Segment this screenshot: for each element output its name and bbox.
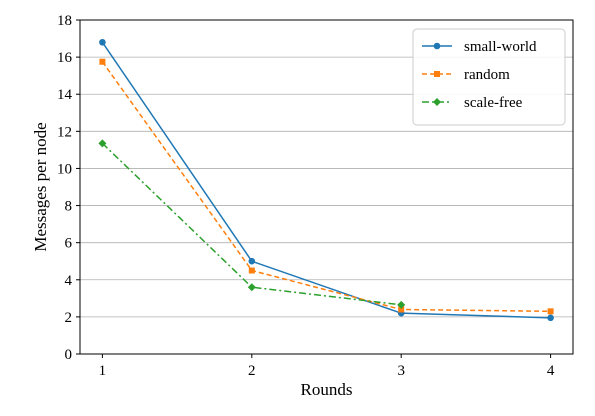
- series-small-world: [99, 38, 554, 322]
- data-point: [547, 308, 554, 315]
- y-tick-label: 2: [65, 310, 73, 326]
- legend-label: random: [464, 67, 510, 83]
- series-line-random: [101, 61, 551, 313]
- y-tick-label: 16: [57, 50, 73, 66]
- series-scale-free: [98, 139, 406, 309]
- legend-label: small-world: [464, 39, 537, 55]
- legend-swatch-marker: [433, 98, 441, 106]
- x-axis-title: Rounds: [301, 380, 353, 399]
- data-point: [98, 139, 107, 148]
- x-tick-label: 1: [99, 363, 107, 379]
- y-tick-label: 8: [65, 199, 73, 215]
- x-tick-label: 3: [397, 363, 405, 379]
- data-point: [397, 300, 406, 309]
- plot-area-frame: [79, 19, 574, 355]
- series-layer: [98, 38, 554, 322]
- series-line-small-world: [101, 41, 551, 319]
- y-tick-label: 6: [65, 236, 73, 252]
- legend-swatch-marker: [433, 42, 441, 50]
- data-point: [398, 306, 405, 313]
- y-tick-label: 12: [57, 124, 72, 140]
- data-point: [547, 314, 554, 322]
- legend-box: [412, 28, 566, 126]
- y-tick-label: 0: [65, 347, 73, 363]
- series-line-scale-free: [101, 142, 402, 306]
- y-tick-label: 4: [65, 273, 73, 289]
- legend-swatch-marker: [434, 71, 440, 77]
- legend: small-world random scale-free: [412, 28, 566, 126]
- y-axis-title: Messages per node: [31, 122, 50, 251]
- y-tick-label: 18: [57, 13, 72, 29]
- data-point: [248, 267, 255, 274]
- y-tick-label: 10: [57, 161, 72, 177]
- x-tick-label: 4: [547, 363, 555, 379]
- data-point: [248, 257, 256, 265]
- y-tick-label: 14: [57, 87, 73, 103]
- data-point: [99, 38, 106, 46]
- data-point: [247, 283, 256, 292]
- series-random: [99, 58, 554, 315]
- legend-label: scale-free: [464, 95, 523, 111]
- data-point: [99, 58, 106, 65]
- x-tick-label: 2: [248, 363, 256, 379]
